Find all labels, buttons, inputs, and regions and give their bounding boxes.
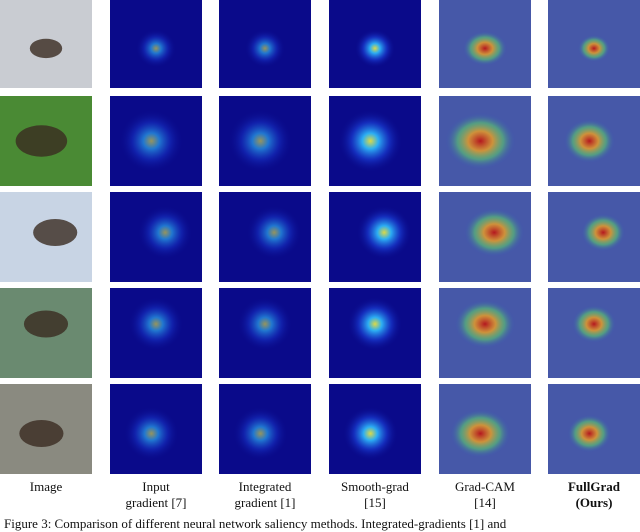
column-label: FullGrad	[568, 479, 621, 494]
photo-subject	[19, 420, 64, 447]
saliency-blob	[356, 205, 412, 260]
heatmap-blob	[581, 213, 626, 252]
saliency-blob	[246, 205, 302, 260]
saliency-blob	[135, 29, 177, 68]
saliency-blob	[232, 406, 288, 461]
photo-subject	[23, 310, 69, 338]
column-label: Input	[142, 479, 170, 494]
heatmap-blob	[454, 299, 516, 349]
heatmap-blob	[444, 112, 516, 170]
column-label: (Ours)	[576, 495, 613, 510]
heatmap-blob	[567, 414, 612, 453]
caption: Figure 3: Comparison of different neural…	[4, 516, 507, 531]
column-label: Smooth-grad	[341, 479, 409, 494]
saliency-blob	[244, 29, 286, 68]
column-label: gradient [1]	[234, 495, 295, 510]
saliency-blob	[228, 109, 293, 173]
saliency-blob	[347, 297, 403, 351]
saliency-blob	[119, 109, 184, 173]
column-label: [14]	[474, 495, 496, 510]
heatmap-blob	[450, 409, 511, 458]
heatmap-blob	[563, 118, 616, 164]
column-label: Grad-CAM	[455, 479, 515, 494]
heatmap-blob	[571, 305, 617, 343]
column-label: [15]	[364, 495, 386, 510]
heatmap-blob	[462, 30, 508, 66]
saliency-blob	[342, 406, 398, 461]
heatmap-blob	[463, 208, 525, 257]
saliency-blob	[137, 205, 193, 260]
heatmap-blob	[577, 34, 611, 62]
column-label: gradient [7]	[125, 495, 186, 510]
saliency-blob	[128, 297, 184, 351]
column-label: Image	[30, 479, 63, 494]
photo-subject	[15, 125, 68, 157]
saliency-blob	[237, 297, 293, 351]
photo-subject	[29, 38, 63, 59]
saliency-blob	[354, 29, 396, 68]
saliency-blob	[338, 109, 403, 173]
saliency-blob	[123, 406, 179, 461]
photo-subject	[33, 219, 78, 246]
column-label: Integrated	[239, 479, 292, 494]
